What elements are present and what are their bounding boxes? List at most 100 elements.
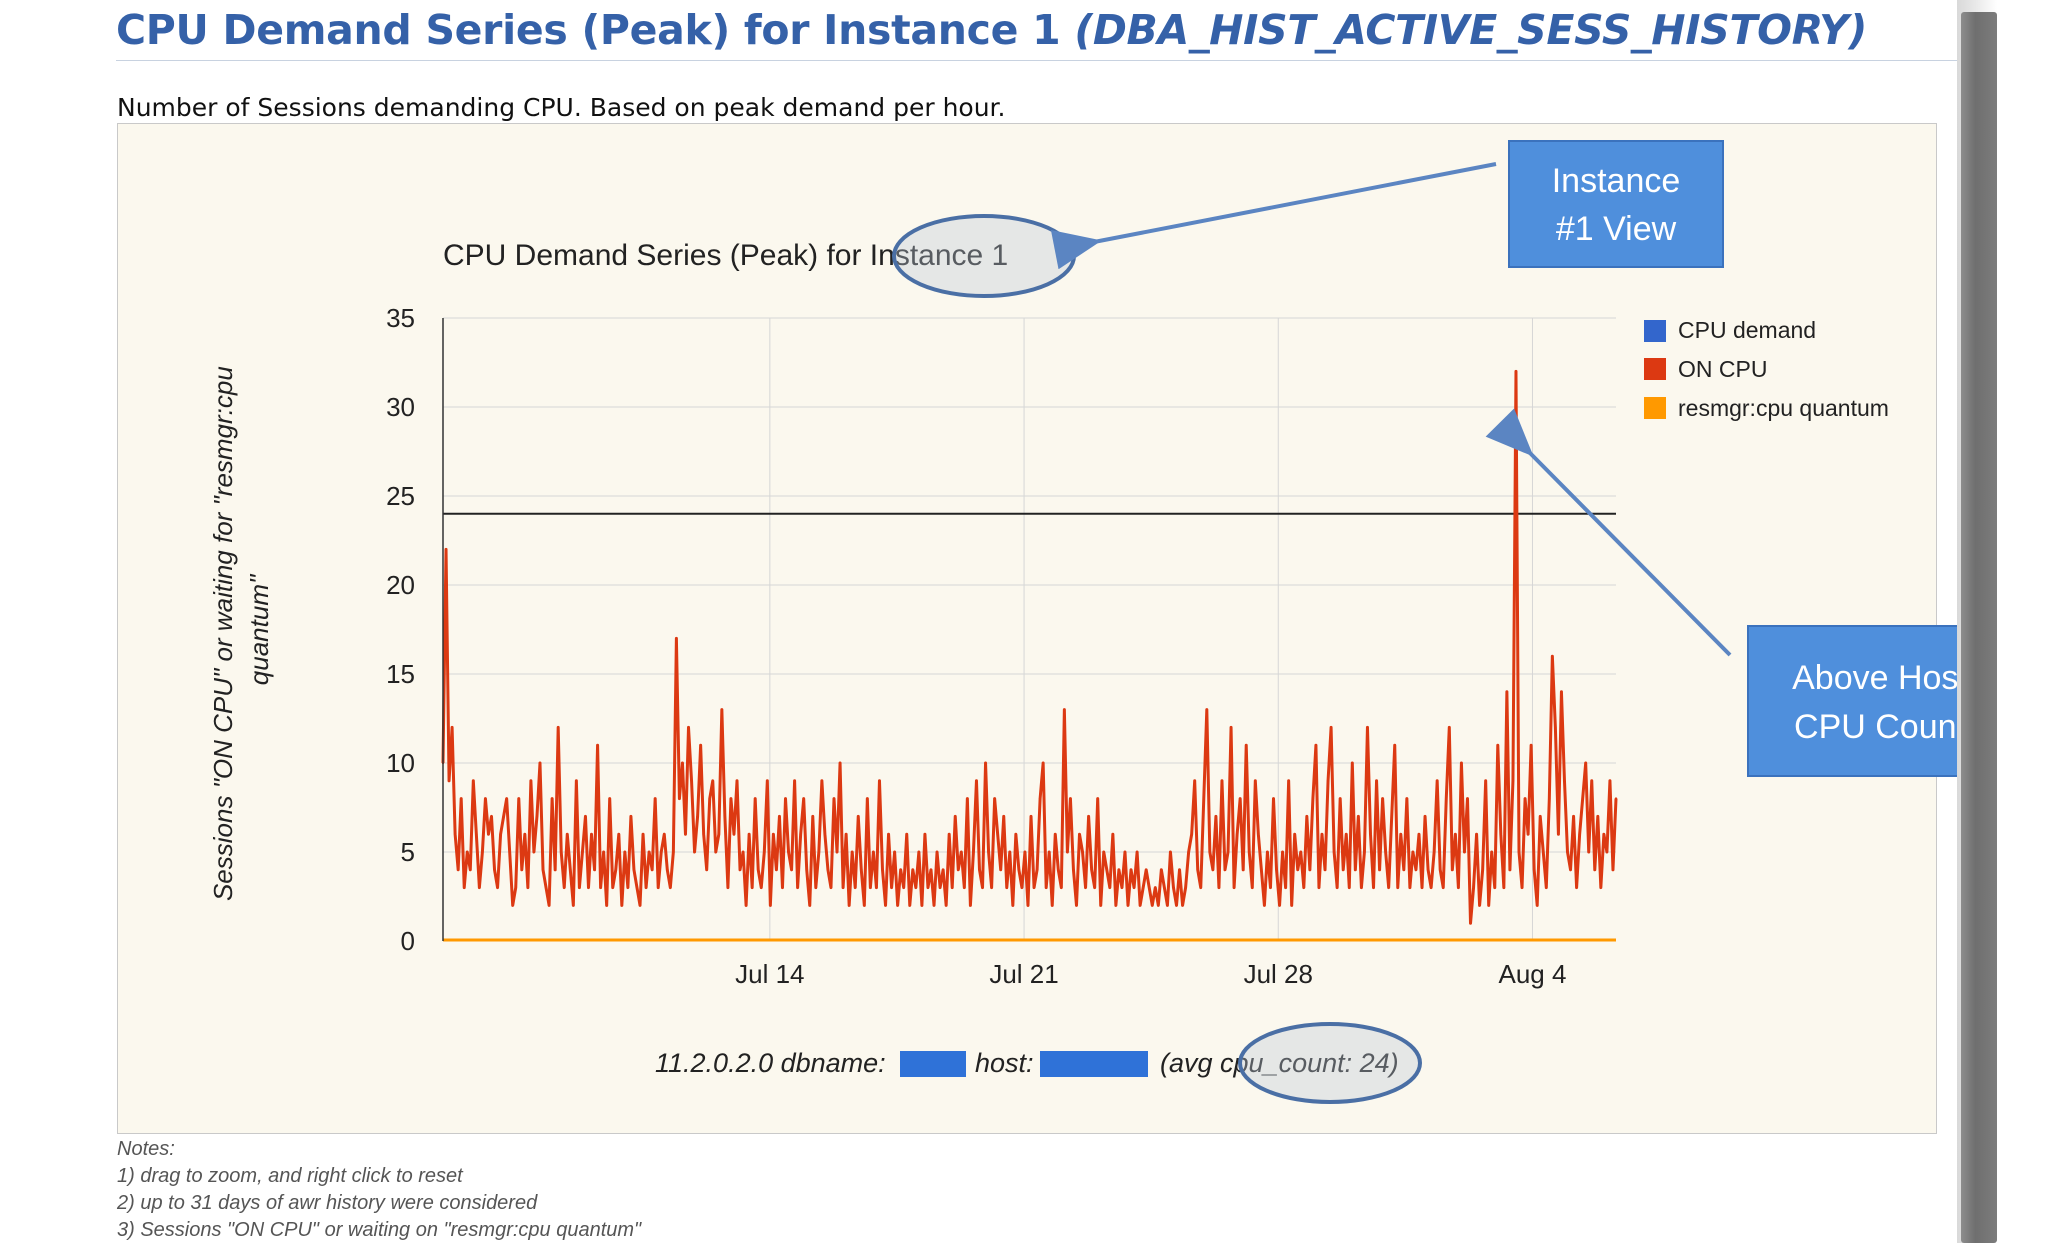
- y-axis-label-line-2: quantum": [244, 573, 274, 685]
- on-cpu-point: [799, 833, 802, 836]
- y-tick-label-20: 20: [386, 570, 415, 600]
- on-cpu-point: [747, 833, 751, 836]
- on-cpu-point: [826, 868, 830, 871]
- on-cpu-point: [923, 833, 927, 836]
- on-cpu-point: [729, 797, 733, 800]
- on-cpu-point: [1093, 886, 1096, 889]
- on-cpu-point: [1178, 868, 1181, 871]
- on-cpu-point: [1560, 690, 1563, 693]
- on-cpu-point: [1211, 868, 1215, 871]
- on-cpu-point: [1384, 850, 1387, 854]
- on-cpu-point: [1338, 797, 1342, 800]
- on-cpu-point: [999, 868, 1002, 871]
- on-cpu-point: [914, 886, 918, 889]
- on-cpu-point: [444, 548, 448, 551]
- on-cpu-point: [608, 797, 611, 800]
- on-cpu-point: [941, 868, 945, 871]
- on-cpu-point: [478, 886, 481, 889]
- on-cpu-point: [1545, 886, 1548, 889]
- y-tick-label-30: 30: [386, 392, 415, 422]
- on-cpu-point: [1048, 850, 1051, 854]
- on-cpu-point: [838, 761, 842, 765]
- on-cpu-point: [1572, 815, 1575, 818]
- on-cpu-point: [466, 850, 469, 854]
- on-cpu-point: [453, 833, 457, 836]
- on-cpu-point: [784, 797, 787, 800]
- on-cpu-point: [893, 850, 896, 854]
- on-cpu-point: [1596, 815, 1600, 818]
- on-cpu-point: [1117, 868, 1121, 871]
- on-cpu-point: [1405, 797, 1409, 800]
- on-cpu-point: [1478, 904, 1481, 907]
- on-cpu-point: [811, 815, 814, 818]
- on-cpu-point: [1275, 868, 1278, 871]
- legend-swatch-resmgr: [1644, 397, 1666, 419]
- on-cpu-point: [984, 761, 987, 765]
- on-cpu-point: [1026, 904, 1030, 907]
- on-cpu-point: [1214, 815, 1218, 818]
- on-cpu-point: [1360, 886, 1363, 889]
- on-cpu-point: [1260, 868, 1263, 871]
- on-cpu-point: [884, 904, 887, 907]
- on-cpu-point: [1502, 886, 1506, 889]
- on-cpu-point: [1126, 904, 1130, 907]
- on-cpu-point: [766, 779, 769, 782]
- on-cpu-point: [663, 833, 666, 836]
- on-cpu-point: [814, 886, 818, 889]
- on-cpu-point: [890, 886, 893, 889]
- on-cpu-point: [1511, 779, 1515, 782]
- scrollbar-thumb[interactable]: [1961, 12, 1997, 1243]
- on-cpu-point: [617, 833, 620, 836]
- on-cpu-point: [969, 904, 972, 907]
- on-cpu-point: [1611, 868, 1615, 871]
- on-cpu-point: [975, 779, 978, 782]
- on-cpu-point: [1284, 886, 1287, 889]
- x-axis-ticks: Jul 14 Jul 21 Jul 28 Aug 4: [735, 959, 1566, 989]
- on-cpu-point: [1523, 797, 1527, 800]
- on-cpu-point: [938, 886, 942, 889]
- on-cpu-point: [620, 904, 624, 907]
- page-title-main: CPU Demand Series (Peak) for Instance 1: [116, 6, 1061, 54]
- series-line-on-cpu[interactable]: [441, 369, 1618, 925]
- on-cpu-point: [1417, 833, 1421, 836]
- on-cpu-point: [550, 797, 554, 800]
- on-cpu-point: [929, 868, 933, 871]
- on-cpu-point: [681, 761, 684, 765]
- on-cpu-point: [1420, 886, 1424, 889]
- on-cpu-point: [493, 868, 496, 871]
- legend-label-cpu-demand[interactable]: CPU demand: [1678, 317, 1816, 343]
- on-cpu-point: [1202, 797, 1205, 800]
- on-cpu-point: [1387, 886, 1390, 889]
- on-cpu-point: [644, 886, 648, 889]
- chart-title: CPU Demand Series (Peak) for Instance 1: [443, 239, 1008, 272]
- on-cpu-point: [544, 886, 548, 889]
- note-2: 2) up to 31 days of awr history were con…: [117, 1192, 538, 1214]
- legend-label-on-cpu[interactable]: ON CPU: [1678, 356, 1767, 382]
- on-cpu-point: [505, 797, 508, 800]
- on-cpu-point: [705, 868, 708, 871]
- on-cpu-point: [978, 868, 981, 871]
- legend-label-resmgr[interactable]: resmgr:cpu quantum: [1678, 395, 1889, 421]
- on-cpu-point: [1232, 886, 1236, 889]
- notes: Notes: 1) drag to zoom, and right click …: [117, 1136, 641, 1244]
- on-cpu-point: [1581, 797, 1584, 800]
- on-cpu-data-points: [441, 370, 1618, 925]
- on-cpu-point: [1054, 833, 1057, 836]
- footer-host-label: host:: [975, 1048, 1034, 1078]
- on-cpu-point: [484, 797, 487, 800]
- on-cpu-point: [1166, 904, 1169, 907]
- y-tick-label-0: 0: [401, 926, 415, 956]
- on-cpu-point: [1466, 797, 1469, 800]
- on-cpu-point: [1141, 886, 1145, 889]
- on-cpu-point: [1287, 779, 1290, 782]
- chart-panel[interactable]: [117, 123, 1937, 1134]
- on-cpu-point: [1205, 708, 1209, 711]
- on-cpu-point: [1251, 886, 1254, 889]
- on-cpu-point: [850, 850, 854, 854]
- on-cpu-point: [687, 726, 690, 729]
- on-cpu-point: [1614, 797, 1618, 800]
- on-cpu-point: [611, 886, 614, 889]
- on-cpu-point: [1129, 868, 1133, 871]
- on-cpu-point: [935, 850, 939, 854]
